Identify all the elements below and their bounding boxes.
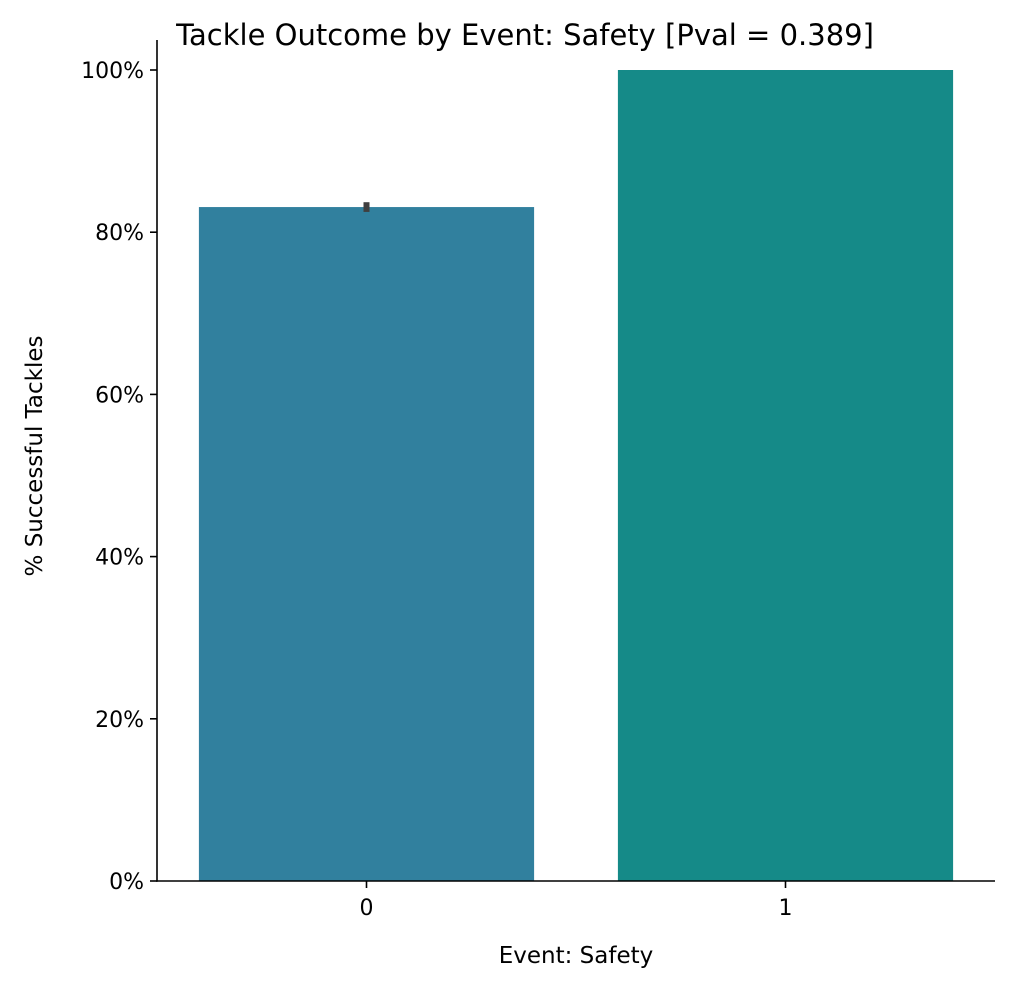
chart-title: Tackle Outcome by Event: Safety [Pval = …	[175, 18, 874, 52]
y-axis: 0% 20% 40% 60% 80% 100%	[81, 40, 158, 895]
y-tick-label: 60%	[95, 383, 144, 408]
x-tick-label: 0	[360, 896, 374, 921]
x-axis-label: Event: Safety	[499, 943, 654, 969]
y-tick-label: 20%	[95, 708, 144, 733]
x-tick-label: 1	[779, 896, 793, 921]
y-tick-label: 40%	[95, 546, 144, 571]
bar-1	[617, 70, 954, 881]
bar-0	[198, 207, 535, 881]
y-tick-label: 100%	[81, 59, 144, 84]
bars-group	[198, 70, 954, 881]
y-tick-label: 0%	[109, 870, 144, 895]
y-tick-label: 80%	[95, 221, 144, 246]
y-axis-label: % Successful Tackles	[22, 336, 48, 577]
